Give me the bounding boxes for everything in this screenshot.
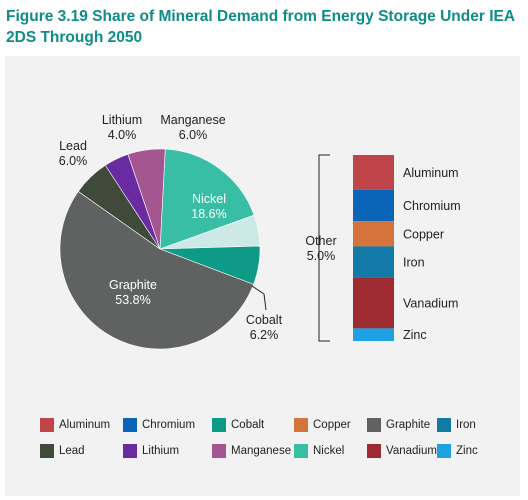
- slice-label-graphite: Graphite: [109, 278, 157, 292]
- legend-label-copper: Copper: [313, 419, 351, 431]
- other-bar-label-iron: Iron: [403, 256, 425, 270]
- legend-swatch-manganese: [212, 444, 226, 458]
- legend-swatch-nickel: [294, 444, 308, 458]
- legend-item-aluminum: Aluminum: [40, 418, 110, 432]
- legend-item-nickel: Nickel: [294, 444, 344, 458]
- pie-slice-graphite: [59, 190, 254, 350]
- legend-swatch-iron: [437, 418, 451, 432]
- legend-swatch-aluminum: [40, 418, 54, 432]
- legend-item-lithium: Lithium: [123, 444, 179, 458]
- slice-label-nickel: Nickel: [192, 192, 226, 206]
- legend-label-vanadium: Vanadium: [386, 445, 437, 457]
- legend-item-manganese: Manganese: [212, 444, 291, 458]
- legend-swatch-cobalt: [212, 418, 226, 432]
- legend-label-lead: Lead: [59, 445, 85, 457]
- other-bar-segment-zinc: [353, 328, 394, 341]
- legend-label-iron: Iron: [456, 419, 476, 431]
- legend-item-graphite: Graphite: [367, 418, 430, 432]
- other-bar-segment-vanadium: [353, 277, 394, 329]
- legend-item-vanadium: Vanadium: [367, 444, 437, 458]
- slice-label-lead: Lead: [59, 139, 87, 153]
- legend-item-lead: Lead: [40, 444, 85, 458]
- pie-slice-nickel: [159, 148, 255, 250]
- other-bar-segment-aluminum: [353, 155, 394, 190]
- other-bar-segment-copper: [353, 221, 394, 247]
- slice-label-other: Other: [305, 234, 336, 248]
- legend-swatch-chromium: [123, 418, 137, 432]
- slice-label-manganese: Manganese: [160, 113, 225, 127]
- legend-swatch-lithium: [123, 444, 137, 458]
- legend-swatch-vanadium: [367, 444, 381, 458]
- legend-label-aluminum: Aluminum: [59, 419, 111, 431]
- other-bar-label-aluminum: Aluminum: [403, 166, 459, 180]
- other-bar-segment-iron: [353, 246, 394, 278]
- legend-label-cobalt: Cobalt: [231, 419, 265, 431]
- legend-label-lithium: Lithium: [142, 445, 180, 457]
- other-bar-label-vanadium: Vanadium: [403, 297, 458, 311]
- other-bracket: [318, 154, 330, 342]
- slice-pct-other: 5.0%: [307, 249, 336, 263]
- legend-label-manganese: Manganese: [231, 445, 292, 457]
- legend-item-iron: Iron: [437, 418, 476, 432]
- other-bar-label-chromium: Chromium: [403, 199, 461, 213]
- legend-item-copper: Copper: [294, 418, 351, 432]
- legend-swatch-zinc: [437, 444, 451, 458]
- legend-label-graphite: Graphite: [386, 419, 431, 431]
- legend-label-zinc: Zinc: [456, 445, 478, 457]
- slice-pct-lithium: 4.0%: [108, 128, 137, 142]
- legend-item-zinc: Zinc: [437, 444, 478, 458]
- legend-swatch-graphite: [367, 418, 381, 432]
- legend-swatch-lead: [40, 444, 54, 458]
- slice-pct-cobalt: 6.2%: [250, 328, 279, 342]
- legend-label-chromium: Chromium: [142, 419, 196, 431]
- legend-item-chromium: Chromium: [123, 418, 195, 432]
- legend-swatch-copper: [294, 418, 308, 432]
- slice-pct-graphite: 53.8%: [115, 293, 150, 307]
- pie-slice-manganese: [127, 148, 166, 250]
- other-bar-label-copper: Copper: [403, 227, 444, 241]
- other-bar-label-zinc: Zinc: [403, 328, 427, 342]
- other-bar-segment-chromium: [353, 189, 394, 222]
- slice-label-lithium: Lithium: [102, 113, 142, 127]
- slice-pct-lead: 6.0%: [59, 154, 88, 168]
- legend-item-cobalt: Cobalt: [212, 418, 264, 432]
- figure-title: Figure 3.19 Share of Mineral Demand from…: [6, 8, 515, 46]
- cobalt-leader-line: [251, 285, 267, 311]
- legend-label-nickel: Nickel: [313, 445, 345, 457]
- slice-pct-manganese: 6.0%: [179, 128, 208, 142]
- slice-pct-nickel: 18.6%: [191, 207, 226, 221]
- slice-label-cobalt: Cobalt: [246, 313, 283, 327]
